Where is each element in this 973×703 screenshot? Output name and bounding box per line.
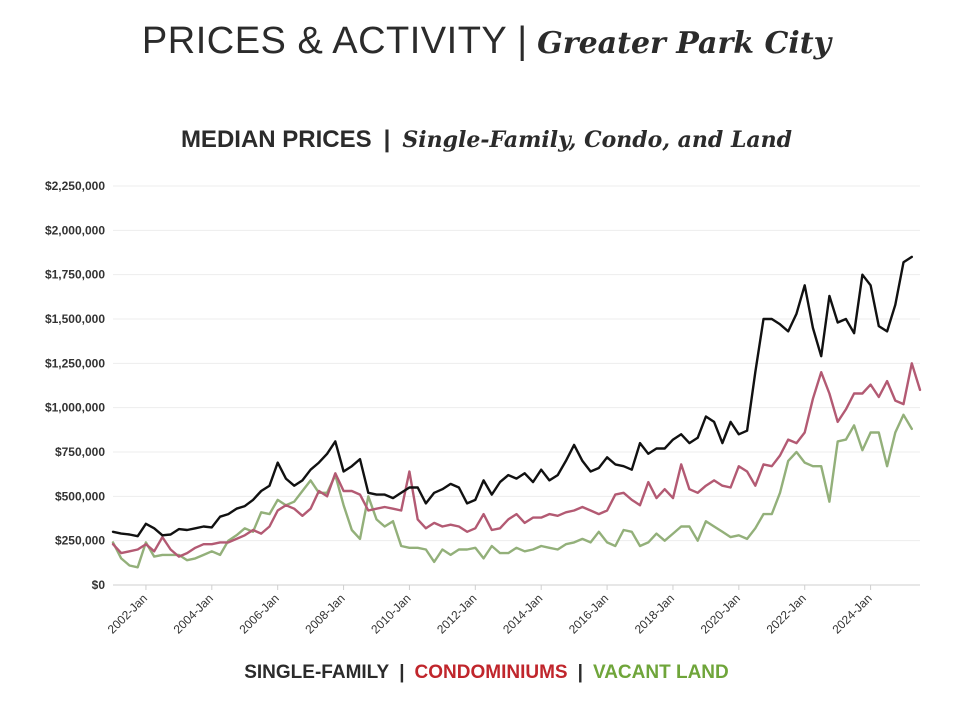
page-title: PRICES & ACTIVITY [141,20,508,62]
x-axis: 2002-Jan 2004-Jan 2006-Jan 2008-Jan 2010-Jan… [105,585,875,637]
series-lines [111,255,922,569]
y-tick-label: $1,500,000 [45,312,105,326]
line-chart: $0 $250,000 $500,000 $750,000 $1,000,000 $1,2… [45,179,922,637]
x-tick-label: 2016-Jan [566,591,611,636]
y-tick-label: $1,250,000 [45,356,105,370]
y-axis: $0 $250,000 $500,000 $750,000 $1,000,000 $1,2… [45,179,105,592]
chart-title-main: MEDIAN PRICES [180,126,372,153]
y-tick-label: $0 [92,578,106,592]
x-tick-label: 2024-Jan [829,591,874,636]
chart-title-sub: Single-Family, Condo, and Land [402,127,793,153]
legend-separator: | [399,662,405,683]
y-tick-label: $2,000,000 [45,223,105,237]
x-tick-label: 2012-Jan [434,591,479,636]
series-line-condominiums [111,362,922,558]
x-tick-label: 2008-Jan [302,591,347,636]
x-tick-label: 2020-Jan [698,591,743,636]
legend: SINGLE-FAMILY | CONDOMINIUMS | VACANT LAND [0,662,973,684]
x-tick-label: 2018-Jan [632,591,677,636]
header-separator: | [517,20,528,62]
x-tick-label: 2002-Jan [105,591,150,636]
y-tick-label: $1,000,000 [45,401,105,415]
page-header: PRICES & ACTIVITY | Greater Park City [0,20,973,63]
page-subtitle: Greater Park City [537,26,832,61]
legend-condominiums: CONDOMINIUMS [414,662,568,683]
y-tick-label: $2,250,000 [45,179,105,193]
y-tick-label: $1,750,000 [45,268,105,282]
legend-separator: | [577,662,583,683]
legend-vacant-land: VACANT LAND [592,662,729,683]
y-tick-label: $500,000 [55,489,105,503]
x-tick-label: 2004-Jan [171,591,216,636]
grid-lines [113,185,920,586]
y-tick-label: $750,000 [55,445,105,459]
series-line-single-family [111,255,913,538]
x-tick-label: 2014-Jan [500,591,545,636]
x-tick-label: 2006-Jan [237,591,282,636]
y-tick-label: $250,000 [55,534,105,548]
chart-title-separator: | [383,126,391,153]
x-tick-label: 2010-Jan [368,591,413,636]
legend-single-family: SINGLE-FAMILY [244,662,390,683]
x-tick-label: 2022-Jan [764,591,809,636]
chart-title: MEDIAN PRICES | Single-Family, Condo, and … [0,126,973,154]
series-line-vacant-land [111,413,913,569]
